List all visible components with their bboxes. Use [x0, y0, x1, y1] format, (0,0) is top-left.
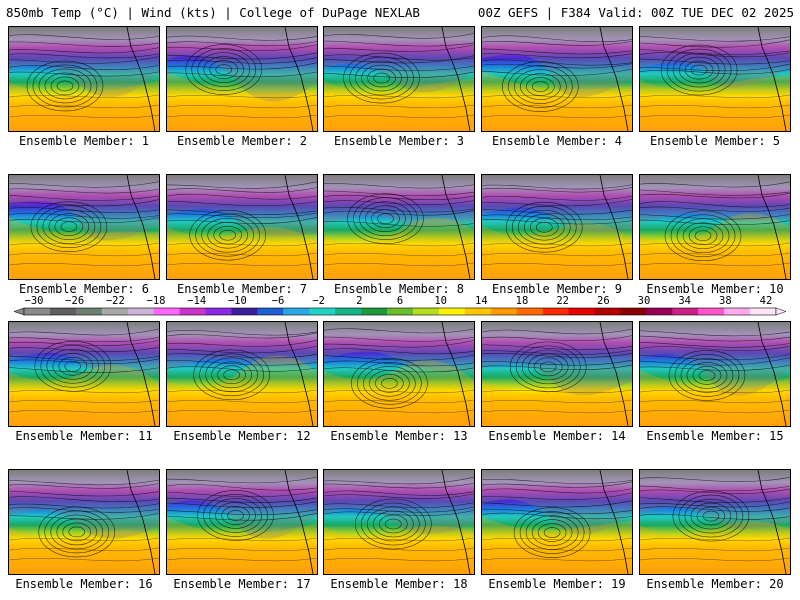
colorbar-tick-label: −18: [146, 295, 166, 307]
ensemble-map-panel: [639, 26, 791, 132]
colorbar-swatch: [309, 308, 336, 315]
ensemble-map-panel: [166, 469, 318, 575]
colorbar-swatch: [438, 308, 466, 315]
ensemble-map-panel: [639, 321, 791, 427]
ensemble-map-panel: [481, 321, 633, 427]
ensemble-member-label: Ensemble Member: 2: [176, 134, 308, 148]
colorbar-tick-label: −6: [271, 295, 285, 307]
ensemble-member-label: Ensemble Member: 15: [646, 429, 784, 443]
temperature-colorbar: [0, 296, 800, 318]
colorbar-swatch: [698, 308, 725, 315]
colorbar-tick-label: 34: [678, 295, 691, 307]
colorbar-swatch: [387, 308, 414, 315]
colorbar-swatch: [646, 308, 673, 315]
ensemble-map-panel: [8, 174, 160, 280]
ensemble-member-label: Ensemble Member: 19: [488, 577, 626, 591]
ensemble-map-panel: [481, 26, 633, 132]
colorbar-swatch: [412, 308, 440, 315]
ensemble-map-panel: [323, 26, 475, 132]
ensemble-map-panel: [481, 469, 633, 575]
colorbar-swatch: [724, 308, 751, 315]
colorbar-swatch: [568, 308, 595, 315]
colorbar-swatch: [542, 308, 569, 315]
ensemble-map-panel: [166, 26, 318, 132]
ensemble-member-label: Ensemble Member: 10: [646, 282, 784, 296]
colorbar-tick-label: −10: [227, 295, 247, 307]
ensemble-member-label: Ensemble Member: 9: [491, 282, 623, 296]
colorbar-swatch: [361, 308, 388, 315]
colorbar-tick-label: 2: [356, 295, 363, 307]
header-run-info: 00Z GEFS | F384 Valid: 00Z TUE DEC 02 20…: [477, 5, 794, 20]
colorbar-swatch: [153, 308, 180, 315]
ensemble-member-label: Ensemble Member: 7: [176, 282, 308, 296]
colorbar-tick-label: 18: [515, 295, 529, 307]
ensemble-map-panel: [639, 174, 791, 280]
ensemble-member-label: Ensemble Member: 8: [333, 282, 465, 296]
ensemble-member-label: Ensemble Member: 4: [491, 134, 623, 148]
colorbar-swatch: [75, 308, 103, 315]
ensemble-member-label: Ensemble Member: 17: [173, 577, 311, 591]
colorbar-tick-label: −22: [105, 295, 125, 307]
colorbar-swatch: [620, 308, 647, 315]
colorbar-swatch: [490, 308, 517, 315]
colorbar-tick-label: 30: [637, 295, 651, 307]
ensemble-map-panel: [639, 469, 791, 575]
ensemble-map-panel: [166, 321, 318, 427]
colorbar-swatch: [24, 308, 51, 315]
ensemble-map-panel: [8, 26, 160, 132]
ensemble-map-panel: [323, 174, 475, 280]
colorbar-swatch: [49, 308, 77, 315]
colorbar-swatch: [205, 308, 232, 315]
colorbar-tick-label: −2: [312, 295, 325, 307]
header-title: 850mb Temp (°C) | Wind (kts) | College o…: [6, 5, 420, 20]
colorbar-tick-label: 22: [556, 295, 569, 307]
ensemble-map-panel: [481, 174, 633, 280]
colorbar-swatch: [179, 308, 206, 315]
ensemble-member-label: Ensemble Member: 13: [330, 429, 468, 443]
colorbar-swatch: [231, 308, 258, 315]
colorbar-swatch: [335, 308, 362, 315]
ensemble-member-label: Ensemble Member: 16: [15, 577, 153, 591]
colorbar-swatch: [750, 308, 777, 315]
colorbar-tick-label: −30: [24, 295, 44, 307]
colorbar-tick-label: 38: [719, 295, 732, 307]
colorbar-tick-label: −14: [187, 295, 207, 307]
colorbar-swatch: [464, 308, 492, 315]
colorbar-tick-label: 42: [759, 295, 773, 307]
colorbar-tick-label: 26: [597, 295, 610, 307]
ensemble-member-label: Ensemble Member: 12: [173, 429, 311, 443]
ensemble-member-label: Ensemble Member: 18: [330, 577, 468, 591]
ensemble-map-panel: [8, 321, 160, 427]
colorbar-tick-label: 6: [396, 295, 404, 307]
ensemble-member-label: Ensemble Member: 11: [15, 429, 153, 443]
colorbar-tick-label: −26: [65, 295, 85, 307]
ensemble-member-label: Ensemble Member: 6: [18, 282, 150, 296]
ensemble-member-label: Ensemble Member: 1: [18, 134, 150, 148]
colorbar-swatch: [516, 308, 543, 315]
colorbar-swatch: [257, 308, 284, 315]
colorbar-swatch: [283, 308, 310, 315]
ensemble-map-panel: [323, 321, 475, 427]
colorbar-swatch: [672, 308, 699, 315]
colorbar-swatch: [101, 308, 129, 315]
colorbar-tick-label: 14: [475, 295, 488, 307]
ensemble-map-panel: [8, 469, 160, 575]
colorbar-swatch: [594, 308, 621, 315]
ensemble-member-label: Ensemble Member: 5: [649, 134, 781, 148]
colorbar-tick-label: 10: [434, 295, 447, 307]
ensemble-member-label: Ensemble Member: 14: [488, 429, 626, 443]
ensemble-map-panel: [323, 469, 475, 575]
ensemble-member-label: Ensemble Member: 20: [646, 577, 784, 591]
colorbar-swatch: [127, 308, 154, 315]
ensemble-member-label: Ensemble Member: 3: [333, 134, 465, 148]
ensemble-map-panel: [166, 174, 318, 280]
